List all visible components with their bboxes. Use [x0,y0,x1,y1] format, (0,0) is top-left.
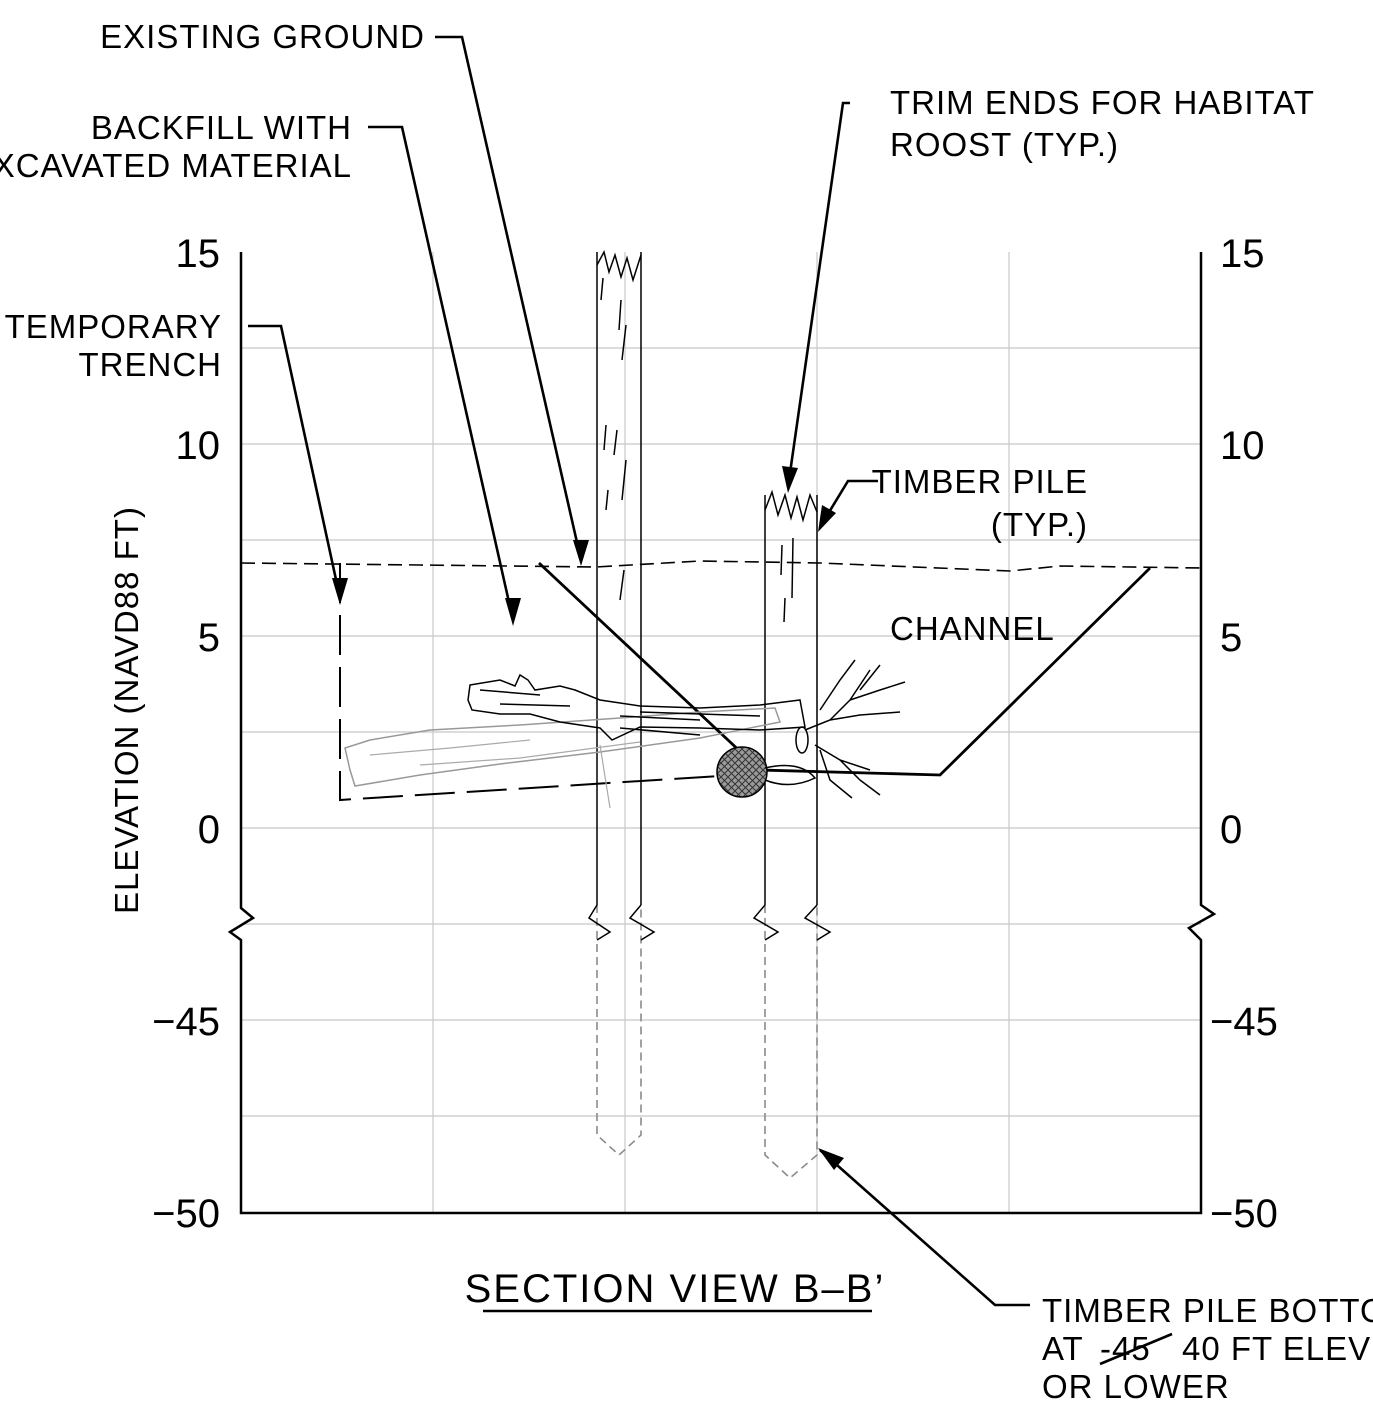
tick-right-minus45: −45 [1210,1000,1278,1044]
channel-profile-line [538,561,1151,777]
label-pile-bottom-prefix: AT [1042,1330,1084,1367]
grid [241,252,1201,1213]
tick-left-minus50: −50 [152,1192,220,1236]
tick-right-minus50: −50 [1210,1192,1278,1236]
label-trim-line2: ROOST (TYP.) [890,126,1119,163]
temporary-trench-line [339,563,721,802]
label-timber-pile-line2: (TYP.) [991,506,1088,543]
arrowheads [332,466,844,1170]
section-title: SECTION VIEW B–B’ [465,1267,886,1311]
label-existing-ground: EXISTING GROUND [100,18,425,55]
label-temporary-line1: TEMPORARY [5,308,222,345]
label-backfill-line2: EXCAVATED MATERIAL [0,147,352,184]
label-timber-pile-line1: TIMBER PILE [872,463,1088,500]
tick-right-5: 5 [1220,616,1242,660]
label-pile-bottom-suffix: 40 FT ELEV [1182,1330,1371,1367]
tick-left-0: 0 [198,808,220,852]
tick-right-15: 15 [1220,232,1265,276]
tick-right-10: 10 [1220,424,1265,468]
tick-left-10: 10 [176,424,221,468]
existing-ground-line [240,560,1202,572]
label-pile-bottom-line3: OR LOWER [1042,1368,1230,1405]
label-channel: CHANNEL [890,610,1055,647]
axis-title: ELEVATION (NAVD88 FT) [108,506,145,914]
tick-left-minus45: −45 [152,1000,220,1044]
label-trim-line1: TRIM ENDS FOR HABITAT [890,84,1315,121]
root-wad-log [467,659,906,799]
label-backfill-line1: BACKFILL WITH [91,109,352,146]
buried-log [344,707,781,809]
leaders [248,35,1030,1307]
timber-pile-right [752,489,832,1180]
tick-left-15: 15 [176,232,221,276]
timber-pile-left [587,249,656,1157]
label-temporary-line2: TRENCH [79,346,223,383]
label-pile-bottom-line1: TIMBER PILE BOTTOM [1042,1292,1373,1329]
plot-frame [227,252,1217,1215]
strikethrough-mark [1099,1332,1173,1366]
tick-left-5: 5 [198,616,220,660]
tick-right-0: 0 [1220,808,1242,852]
